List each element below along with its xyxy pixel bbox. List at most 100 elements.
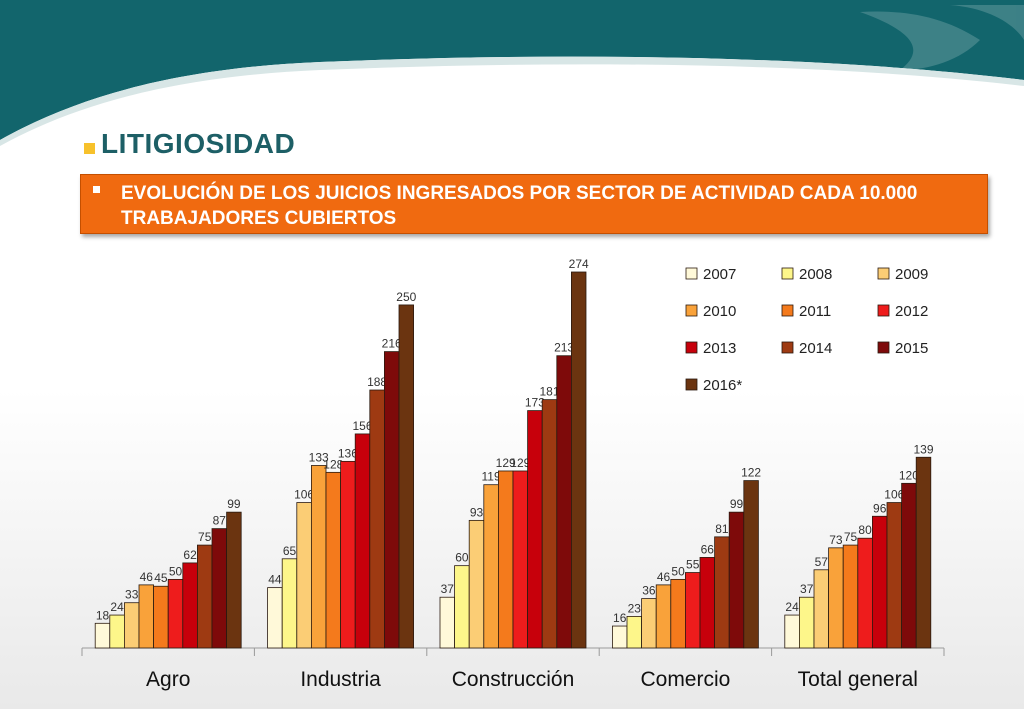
x-tick-label: Agro <box>146 668 190 691</box>
bar <box>784 614 800 649</box>
bar <box>296 502 312 649</box>
data-label: 80 <box>858 523 872 537</box>
bar <box>369 389 385 649</box>
data-label: 87 <box>213 514 227 528</box>
data-label: 120 <box>899 468 919 482</box>
data-label: 75 <box>844 530 858 544</box>
x-tick-label: Industria <box>300 668 381 691</box>
data-label: 81 <box>715 522 729 536</box>
bar <box>670 578 686 649</box>
data-label: 181 <box>539 385 559 399</box>
bar <box>483 484 499 649</box>
bar <box>439 596 456 649</box>
bar <box>813 569 830 649</box>
legend-swatch <box>877 304 890 317</box>
data-label: 18 <box>96 608 110 622</box>
data-label: 274 <box>569 257 589 271</box>
bar <box>182 562 198 649</box>
bar <box>901 482 917 649</box>
bar <box>138 584 155 649</box>
data-label: 96 <box>873 501 887 515</box>
bar <box>685 572 701 649</box>
data-label: 93 <box>470 505 484 519</box>
data-label: 33 <box>125 588 139 602</box>
data-label: 37 <box>800 582 814 596</box>
data-label: 106 <box>294 488 314 502</box>
data-label: 37 <box>441 582 455 596</box>
bar <box>454 565 470 649</box>
data-label: 216 <box>382 337 402 351</box>
legend-swatch <box>781 267 794 280</box>
data-label: 46 <box>140 570 154 584</box>
data-label: 50 <box>671 564 685 578</box>
bar <box>728 511 745 649</box>
bar <box>915 456 932 649</box>
bar <box>799 596 815 649</box>
data-label: 136 <box>338 446 358 460</box>
bar <box>211 528 228 649</box>
bar <box>267 587 283 649</box>
bar <box>714 536 730 649</box>
bar <box>857 537 873 649</box>
slide-subtitle: EVOLUCIÓN DE LOS JUICIOS INGRESADOS POR … <box>121 183 918 229</box>
bar <box>325 471 342 649</box>
bar <box>94 622 111 649</box>
x-tick-label: Total general <box>798 668 918 691</box>
bar <box>167 578 184 649</box>
data-label: 36 <box>642 584 656 598</box>
legend-label: 2011 <box>799 303 831 320</box>
legend-swatch <box>685 341 698 354</box>
legend-label: 2009 <box>895 266 928 283</box>
bar <box>612 625 628 649</box>
slide-title: LITIGIOSIDAD <box>101 128 296 159</box>
data-label: 99 <box>227 497 241 511</box>
legend-label: 2008 <box>799 266 832 283</box>
data-label: 57 <box>815 555 829 569</box>
bar <box>641 598 657 649</box>
data-label: 99 <box>730 497 744 511</box>
bar <box>109 614 125 649</box>
bar <box>527 410 543 649</box>
data-label: 44 <box>268 573 282 587</box>
data-label: 119 <box>482 470 501 484</box>
data-label: 23 <box>628 601 642 615</box>
data-label: 213 <box>554 341 574 355</box>
data-label: 129 <box>510 456 530 470</box>
bar <box>497 470 514 649</box>
data-label: 73 <box>829 533 843 547</box>
bar <box>626 616 643 649</box>
bar <box>383 351 400 649</box>
data-label: 139 <box>913 442 933 456</box>
data-label: 188 <box>367 375 387 389</box>
bar <box>699 557 716 649</box>
legend-label: 2016* <box>703 377 742 394</box>
data-label: 106 <box>884 488 904 502</box>
legend-label: 2012 <box>895 303 928 320</box>
legend-label: 2015 <box>895 340 928 357</box>
bar <box>398 304 415 649</box>
bar <box>226 511 242 649</box>
data-label: 133 <box>309 450 329 464</box>
data-label: 16 <box>613 611 627 625</box>
data-label: 24 <box>785 600 799 614</box>
legend-swatch <box>685 304 698 317</box>
legend-label: 2007 <box>703 266 736 283</box>
data-label: 75 <box>198 530 212 544</box>
data-label: 45 <box>154 571 168 585</box>
bar <box>842 544 859 649</box>
legend-label: 2010 <box>703 303 736 320</box>
bar <box>541 399 558 649</box>
data-label: 128 <box>323 457 343 471</box>
bar <box>153 585 169 649</box>
legend-swatch <box>781 304 794 317</box>
title-bullet <box>84 142 95 154</box>
data-label: 24 <box>110 600 124 614</box>
header-band <box>0 0 1024 146</box>
legend-label: 2013 <box>703 340 736 357</box>
data-label: 122 <box>741 466 761 480</box>
data-label: 50 <box>169 564 183 578</box>
x-tick-label: Construcción <box>452 668 575 691</box>
data-label: 129 <box>496 456 516 470</box>
bar <box>196 544 213 649</box>
